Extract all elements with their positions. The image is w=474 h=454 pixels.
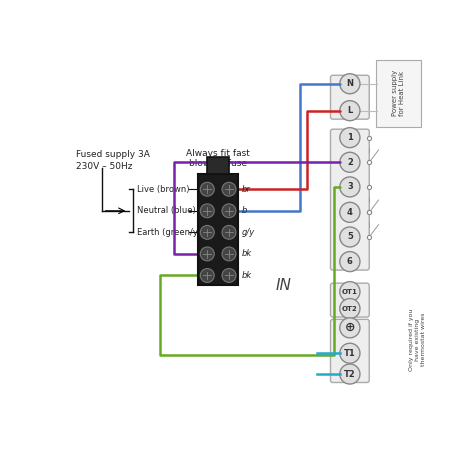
FancyBboxPatch shape [330, 283, 369, 317]
Text: IN: IN [276, 278, 292, 293]
Text: ⊕: ⊕ [345, 321, 355, 334]
Circle shape [340, 177, 360, 197]
Circle shape [201, 204, 214, 218]
Circle shape [201, 247, 214, 261]
Text: 4: 4 [347, 208, 353, 217]
Text: Neutral (blue): Neutral (blue) [137, 206, 195, 215]
Text: 6: 6 [347, 257, 353, 266]
Circle shape [201, 226, 214, 239]
Circle shape [201, 268, 214, 282]
Circle shape [340, 227, 360, 247]
FancyBboxPatch shape [198, 174, 238, 286]
Text: OT1: OT1 [342, 289, 358, 295]
Circle shape [201, 183, 214, 196]
Circle shape [222, 204, 236, 218]
Text: bk: bk [241, 249, 252, 258]
Text: 3: 3 [347, 183, 353, 192]
Text: Power supply
for Heat Link: Power supply for Heat Link [392, 70, 405, 117]
Circle shape [222, 268, 236, 282]
Text: OT2: OT2 [342, 306, 358, 311]
Text: L: L [347, 106, 353, 115]
Text: 5: 5 [347, 232, 353, 242]
FancyBboxPatch shape [376, 60, 421, 127]
FancyBboxPatch shape [207, 157, 229, 174]
Circle shape [340, 152, 360, 172]
Circle shape [340, 364, 360, 384]
Circle shape [340, 202, 360, 222]
Circle shape [222, 247, 236, 261]
Text: g/y: g/y [241, 228, 255, 237]
Text: bk: bk [241, 271, 252, 280]
Text: T1: T1 [344, 349, 356, 358]
Text: Always fit fast: Always fit fast [186, 148, 250, 158]
Text: blow 2A fuse: blow 2A fuse [189, 159, 247, 168]
Circle shape [340, 128, 360, 148]
Text: b: b [241, 206, 247, 215]
Text: 230V – 50Hz: 230V – 50Hz [76, 162, 133, 171]
FancyBboxPatch shape [330, 319, 369, 383]
Circle shape [340, 101, 360, 121]
Text: br: br [241, 185, 250, 194]
Circle shape [340, 343, 360, 363]
Text: Fused supply 3A: Fused supply 3A [76, 150, 150, 159]
Circle shape [340, 318, 360, 338]
Text: N: N [346, 79, 354, 88]
Circle shape [340, 281, 360, 301]
FancyBboxPatch shape [330, 75, 369, 119]
Text: 2: 2 [347, 158, 353, 167]
Circle shape [340, 252, 360, 271]
Text: 1: 1 [347, 133, 353, 142]
FancyBboxPatch shape [330, 129, 369, 270]
Text: Live (brown): Live (brown) [137, 185, 189, 194]
Circle shape [340, 74, 360, 94]
Text: Earth (green/yellow): Earth (green/yellow) [137, 228, 223, 237]
Text: Only required if you
have existing
thermostat wires: Only required if you have existing therm… [409, 308, 426, 370]
Circle shape [340, 299, 360, 319]
Circle shape [222, 226, 236, 239]
Circle shape [222, 183, 236, 196]
Text: T2: T2 [344, 370, 356, 379]
